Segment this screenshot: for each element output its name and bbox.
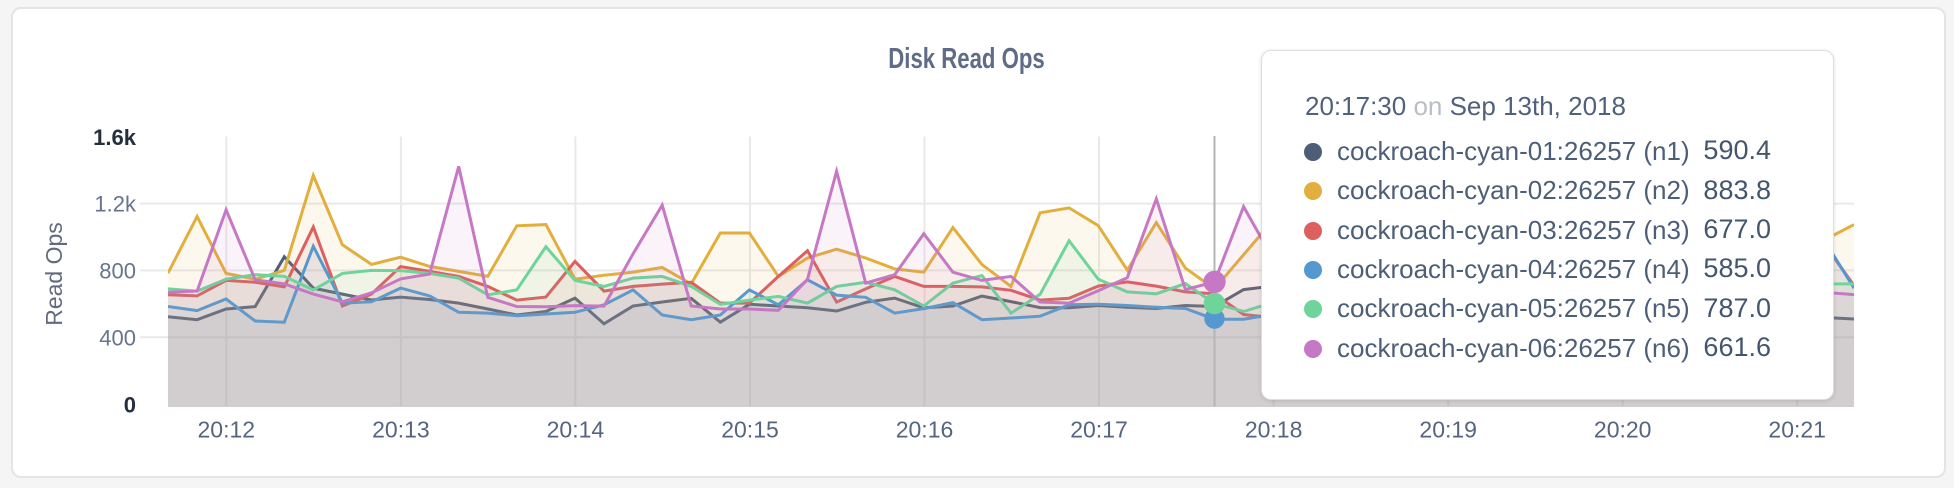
svg-text:20:16: 20:16 xyxy=(896,417,954,443)
svg-text:Read Ops: Read Ops xyxy=(41,222,67,326)
svg-text:Disk Read Ops: Disk Read Ops xyxy=(888,43,1044,74)
svg-text:20:18: 20:18 xyxy=(1245,417,1303,443)
svg-text:400: 400 xyxy=(99,325,136,350)
svg-text:0: 0 xyxy=(124,393,136,418)
svg-text:20:12: 20:12 xyxy=(198,417,256,443)
svg-text:1.2k: 1.2k xyxy=(94,192,137,217)
svg-text:800: 800 xyxy=(99,258,136,283)
svg-text:1.6k: 1.6k xyxy=(93,125,137,150)
svg-text:20:19: 20:19 xyxy=(1419,417,1477,443)
svg-text:20:17: 20:17 xyxy=(1070,417,1128,443)
svg-text:20:21: 20:21 xyxy=(1768,417,1826,443)
svg-text:20:15: 20:15 xyxy=(721,417,779,443)
svg-text:20:13: 20:13 xyxy=(372,417,430,443)
svg-text:20:14: 20:14 xyxy=(547,417,605,443)
svg-text:20:20: 20:20 xyxy=(1594,417,1652,443)
